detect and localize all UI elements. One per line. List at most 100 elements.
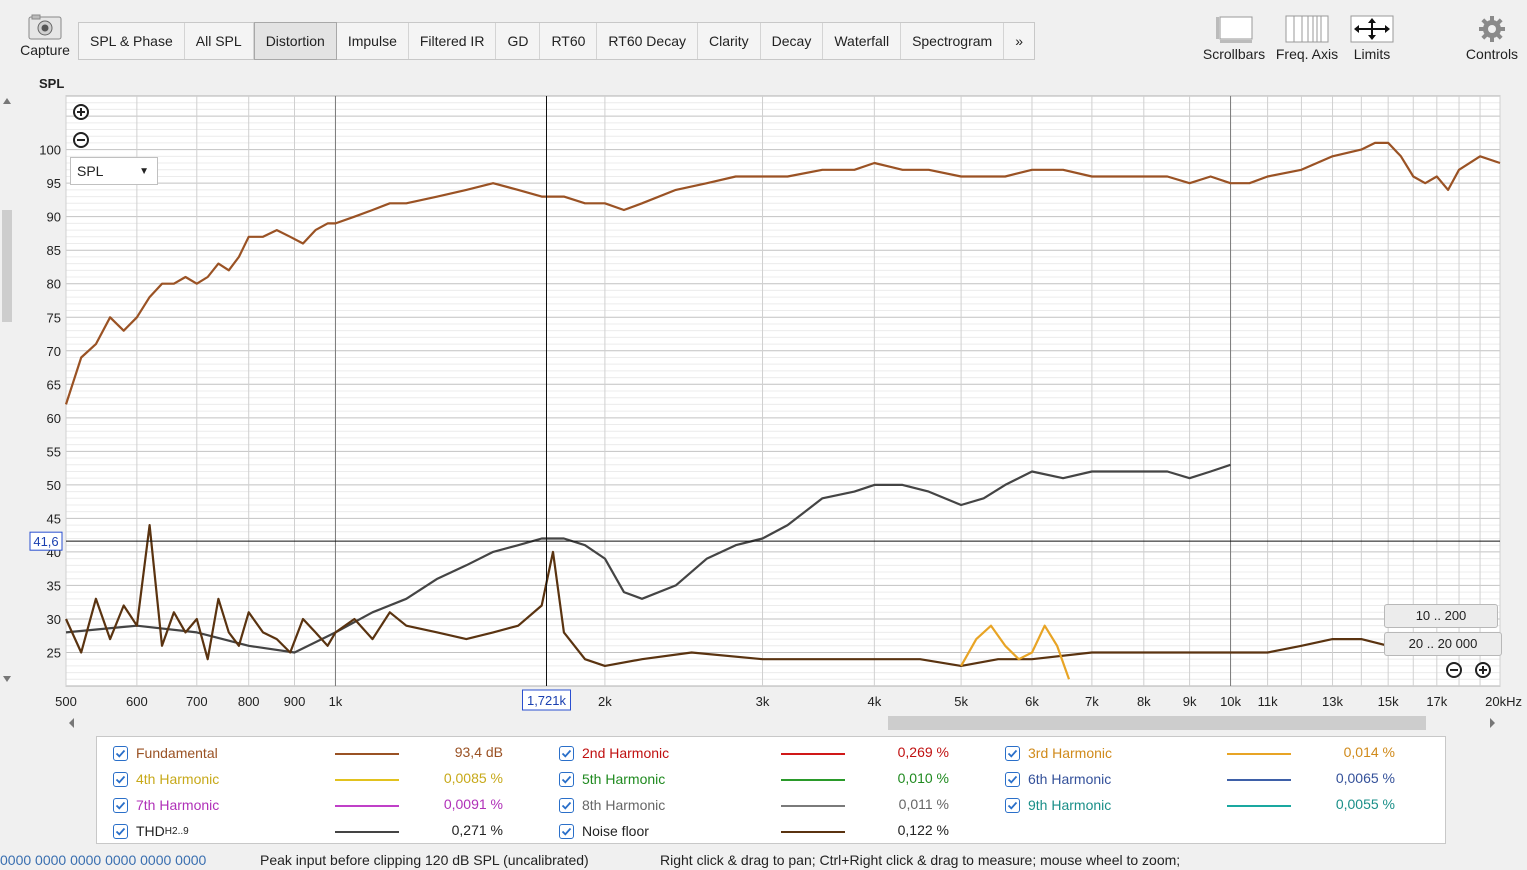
limits-button[interactable]: Limits	[1346, 12, 1398, 62]
tab-gd[interactable]: GD	[496, 23, 541, 59]
legend-item-fundamental[interactable]: Fundamental	[113, 741, 218, 765]
checkbox-checked-icon[interactable]	[1005, 771, 1020, 787]
x-tick-label: 5k	[954, 694, 968, 709]
checkbox-checked-icon[interactable]	[559, 797, 574, 813]
horizontal-scrollbar[interactable]	[66, 714, 1500, 732]
tab-clarity[interactable]: Clarity	[698, 23, 761, 59]
scroll-down-arrow[interactable]	[3, 676, 11, 682]
tab-filtered-ir[interactable]: Filtered IR	[409, 23, 497, 59]
y-tick-label: 30	[47, 612, 61, 627]
peak-input-status: Peak input before clipping 120 dB SPL (u…	[260, 852, 589, 868]
capture-label: Capture	[20, 42, 70, 58]
y-tick-label: 80	[47, 277, 61, 292]
curve-select-value: SPL	[77, 163, 104, 179]
x-tick-label: 8k	[1137, 694, 1151, 709]
freq-axis-button[interactable]: Freq. Axis	[1272, 12, 1342, 62]
legend-item-thd[interactable]: THD H2..9	[113, 819, 189, 843]
legend-label: Noise floor	[582, 823, 649, 839]
tab-spl-phase[interactable]: SPL & Phase	[79, 23, 185, 59]
range-button-20-20000[interactable]: 20 .. 20 000	[1384, 632, 1502, 656]
checkbox-checked-icon[interactable]	[1005, 745, 1020, 761]
x-tick-label: 2k	[598, 694, 612, 709]
series-line-3rd-harmonic	[960, 624, 1071, 680]
tab-waterfall[interactable]: Waterfall	[823, 23, 902, 59]
legend-item-2nd-harmonic[interactable]: 2nd Harmonic	[559, 741, 669, 765]
legend-value-9th-harmonic: 0,0055 %	[1335, 796, 1395, 812]
legend-label: 2nd Harmonic	[582, 745, 670, 761]
x-tick-label: 6k	[1025, 694, 1039, 709]
capture-button[interactable]: Capture	[16, 12, 74, 70]
legend-label: THD	[136, 823, 165, 839]
legend-item-4th-harmonic[interactable]: 4th Harmonic	[113, 767, 219, 791]
legend-item-6th-harmonic[interactable]: 6th Harmonic	[1005, 767, 1111, 791]
tab-more-button[interactable]: »	[1015, 33, 1024, 49]
x-tick-label: 4k	[867, 694, 881, 709]
legend-panel: Fundamental 93,4 dB 2nd Harmonic 0,269 % 3rd…	[96, 736, 1446, 844]
cursor-y-readout-box	[29, 531, 63, 551]
measurement-cursor[interactable]: 41,6 1,721k	[29, 96, 1500, 711]
grid-v	[65, 96, 1501, 686]
tab-rt60[interactable]: RT60	[540, 23, 598, 59]
vertical-scroll-thumb[interactable]	[2, 210, 12, 322]
legend-value-noise-floor: 0,122 %	[897, 822, 949, 838]
series-layer	[64, 141, 1501, 680]
x-zoom-in-icon[interactable]	[1475, 662, 1491, 678]
horizontal-scroll-thumb[interactable]	[888, 716, 1426, 730]
legend-item-noise-floor[interactable]: Noise floor	[559, 819, 649, 843]
checkbox-checked-icon[interactable]	[113, 745, 128, 761]
x-zoom-out-icon[interactable]	[1446, 662, 1462, 678]
legend-item-5th-harmonic[interactable]: 5th Harmonic	[559, 767, 665, 791]
legend-label: 5th Harmonic	[582, 771, 666, 787]
legend-item-9th-harmonic[interactable]: 9th Harmonic	[1005, 793, 1111, 817]
tab-rt60-decay[interactable]: RT60 Decay	[597, 23, 698, 59]
series-line-noise-floor	[64, 524, 1501, 668]
tab-all-spl[interactable]: All SPL	[185, 23, 254, 59]
checkbox-checked-icon[interactable]	[113, 823, 128, 839]
tab-distortion[interactable]: Distortion	[253, 22, 337, 60]
y-tick-label: 45	[47, 511, 61, 526]
cursor-x-readout-box	[521, 689, 571, 711]
checkbox-checked-icon[interactable]	[559, 771, 574, 787]
zoom-in-icon[interactable]	[73, 104, 89, 120]
checkbox-checked-icon[interactable]	[113, 771, 128, 787]
checkbox-checked-icon[interactable]	[1005, 797, 1020, 813]
zoom-out-icon[interactable]	[73, 132, 89, 148]
curve-select-dropdown[interactable]: SPL ▼	[70, 157, 158, 185]
scroll-left-arrow[interactable]	[69, 718, 74, 728]
legend-swatch-8th-harmonic	[781, 805, 845, 807]
checkbox-checked-icon[interactable]	[559, 823, 574, 839]
x-tick-label: 9k	[1183, 694, 1197, 709]
y-tick-label: 70	[47, 344, 61, 359]
legend-item-3rd-harmonic[interactable]: 3rd Harmonic	[1005, 741, 1112, 765]
freq-axis-icon	[1272, 12, 1342, 46]
y-tick-label: 55	[47, 444, 61, 459]
cursor-x-readout: 1,721k	[527, 693, 567, 708]
y-tick-label: 95	[47, 176, 61, 191]
checkbox-checked-icon[interactable]	[559, 745, 574, 761]
x-tick-label: 700	[186, 694, 208, 709]
major-grid-h	[66, 115, 1500, 653]
status-bar: 0000 0000 0000 0000 0000 0000 Peak input…	[0, 850, 1527, 870]
vertical-scrollbar[interactable]	[2, 98, 12, 682]
level-meters: 0000 0000 0000 0000 0000 0000	[0, 852, 207, 868]
range-button-10-200[interactable]: 10 .. 200	[1384, 604, 1498, 628]
legend-value-2nd-harmonic: 0,269 %	[897, 744, 949, 760]
legend-label: 3rd Harmonic	[1028, 745, 1113, 761]
legend-item-7th-harmonic[interactable]: 7th Harmonic	[113, 793, 219, 817]
scroll-right-arrow[interactable]	[1490, 718, 1495, 728]
legend-item-8th-harmonic[interactable]: 8th Harmonic	[559, 793, 665, 817]
gear-icon	[1460, 12, 1524, 46]
scroll-up-arrow[interactable]	[3, 98, 11, 104]
freq-axis-label: Freq. Axis	[1275, 46, 1339, 62]
y-tick-label: 85	[47, 243, 61, 258]
tab-impulse[interactable]: Impulse	[337, 23, 409, 59]
tab-decay[interactable]: Decay	[761, 23, 824, 59]
series-line-thd	[65, 463, 1231, 654]
controls-button[interactable]: Controls	[1460, 12, 1524, 62]
tab-spectrogram[interactable]: Spectrogram	[901, 23, 1005, 59]
series-line-fundamental	[64, 141, 1501, 405]
checkbox-checked-icon[interactable]	[113, 797, 128, 813]
limits-icon	[1346, 12, 1398, 46]
scrollbars-button[interactable]: Scrollbars	[1200, 12, 1268, 62]
